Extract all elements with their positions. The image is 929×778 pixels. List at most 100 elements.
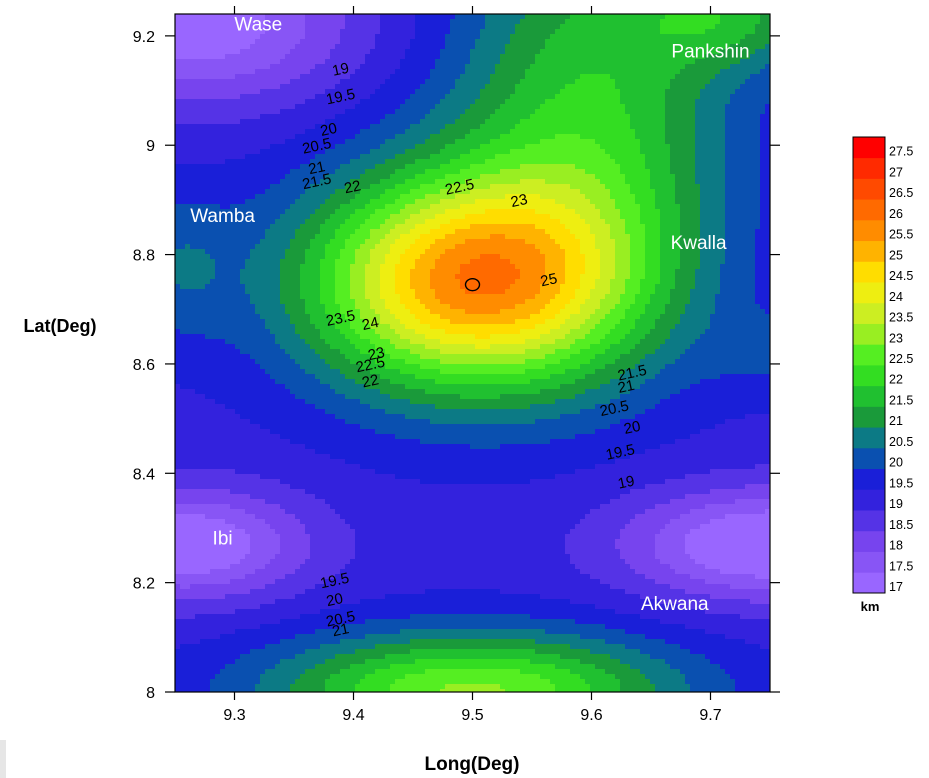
contour-cell [245,84,251,90]
contour-cell [260,44,266,50]
contour-cell [715,154,721,160]
contour-cell [685,94,691,100]
contour-cell [500,219,506,225]
contour-cell [240,159,246,165]
contour-cell [330,74,336,80]
contour-cell [755,129,761,135]
contour-cell [400,69,406,75]
contour-cell [310,99,316,105]
contour-cell [215,89,221,95]
contour-cell [525,129,531,135]
contour-cell [235,129,241,135]
contour-cell [345,99,351,105]
contour-cell [220,219,226,225]
contour-cell [345,34,351,40]
contour-cell [415,189,421,195]
contour-cell [310,79,316,85]
contour-cell [310,214,316,220]
contour-cell [665,39,671,45]
contour-cell [760,174,766,180]
contour-cell [415,84,421,90]
contour-cell [205,209,211,215]
contour-cell [690,159,696,165]
contour-cell [205,139,211,145]
contour-cell [505,184,511,190]
contour-cell [490,124,496,130]
contour-cell [590,39,596,45]
contour-cell [305,99,311,105]
contour-cell [320,99,326,105]
contour-cell [655,14,661,20]
contour-cell [350,164,356,170]
contour-cell [485,74,491,80]
contour-cell [390,119,396,125]
contour-cell [350,109,356,115]
contour-cell [510,199,516,205]
contour-cell [525,119,531,125]
contour-cell [240,104,246,110]
contour-cell [750,144,756,150]
contour-cell [750,99,756,105]
contour-cell [435,14,441,20]
contour-cell [715,119,721,125]
contour-cell [330,184,336,190]
contour-cell [315,39,321,45]
contour-cell [385,209,391,215]
contour-cell [695,194,701,200]
contour-cell [500,34,506,40]
contour-cell [430,109,436,115]
contour-cell [640,109,646,115]
contour-cell [300,174,306,180]
contour-cell [290,59,296,65]
contour-cell [545,189,551,195]
contour-cell [740,84,746,90]
contour-cell [185,99,191,105]
contour-cell [660,194,666,200]
contour-cell [760,99,766,105]
contour-cell [415,54,421,60]
contour-cell [640,204,646,210]
contour-cell [315,184,321,190]
contour-cell [295,119,301,125]
contour-cell [755,19,761,25]
contour-cell [525,59,531,65]
contour-cell [380,14,386,20]
contour-cell [355,154,361,160]
contour-cell [510,104,516,110]
contour-cell [220,194,226,200]
contour-cell [705,124,711,130]
contour-cell [420,124,426,130]
contour-cell [705,209,711,215]
contour-cell [715,69,721,75]
contour-cell [250,39,256,45]
contour-cell [365,69,371,75]
contour-cell [195,159,201,165]
contour-cell [320,114,326,120]
contour-cell [280,189,286,195]
contour-cell [625,24,631,30]
contour-cell [485,39,491,45]
contour-cell [550,199,556,205]
contour-cell [560,44,566,50]
contour-cell [515,74,521,80]
contour-cell [665,139,671,145]
contour-cell [755,114,761,120]
contour-cell [530,59,536,65]
contour-cell [430,84,436,90]
contour-cell [180,189,186,195]
contour-cell [390,129,396,135]
contour-cell [565,94,571,100]
contour-cell [325,204,331,210]
contour-cell [405,144,411,150]
contour-cell [685,119,691,125]
contour-cell [385,84,391,90]
contour-cell [375,219,381,225]
contour-cell [695,49,701,55]
contour-cell [455,154,461,160]
contour-cell [605,69,611,75]
contour-cell [235,179,241,185]
contour-cell [355,164,361,170]
contour-cell [320,144,326,150]
contour-cell [300,84,306,90]
contour-cell [625,124,631,130]
